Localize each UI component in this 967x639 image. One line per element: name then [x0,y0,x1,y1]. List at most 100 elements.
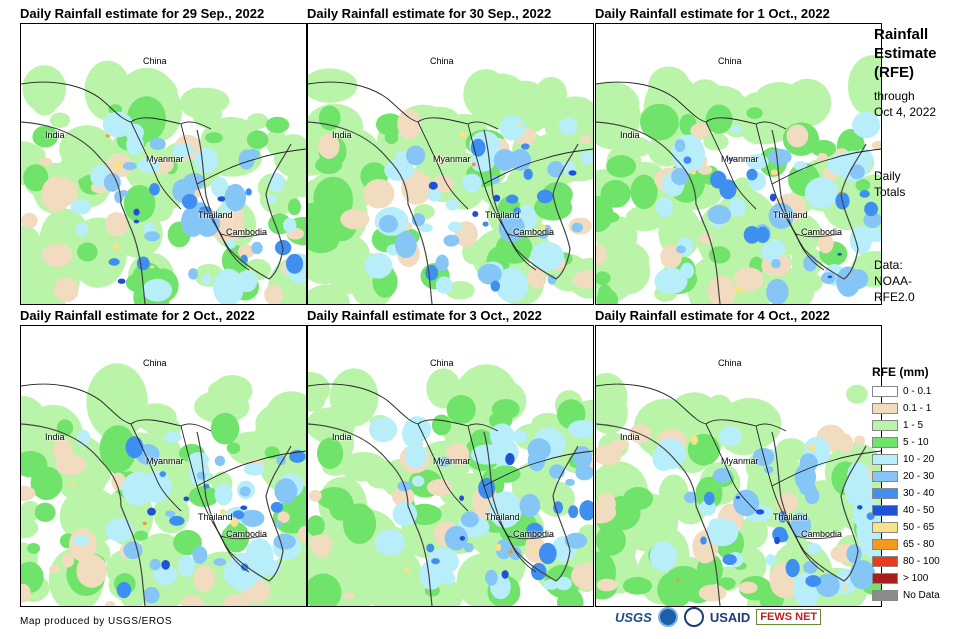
country-label-thailand: Thailand [485,210,520,220]
legend: RFE (mm) 0 - 0.1 0.1 - 1 1 - 5 5 - 10 10 - 2… [872,365,940,604]
map-frame: China India Myanmar Thailand Cambodia [20,23,307,305]
legend-item: 0 - 0.1 [872,383,940,400]
legend-title: RFE (mm) [872,365,929,379]
legend-label: 40 - 50 [903,505,935,516]
country-label-myanmar: Myanmar [433,154,471,164]
country-label-cambodia: Cambodia [226,529,268,539]
legend-swatch [872,539,898,550]
map-credit: Map produced by USGS/EROS [20,616,173,627]
map-panel-29-sep: Daily Rainfall estimate for 29 Sep., 202… [20,6,307,306]
legend-swatch [872,488,898,499]
legend-label: 30 - 40 [903,488,935,499]
country-label-india: India [332,432,352,442]
legend-swatch [872,505,898,516]
rainfall-map [21,363,306,606]
country-label-cambodia: Cambodia [513,529,555,539]
legend-item: 65 - 80 [872,536,940,553]
panel-title: Daily Rainfall estimate for 3 Oct., 2022 [307,308,542,323]
country-label-india: India [332,130,352,140]
legend-label: > 100 [903,573,929,584]
country-label-china: China [718,56,742,66]
legend-label: 65 - 80 [903,539,935,550]
daily-totals: Daily Totals [874,168,905,200]
legend-label: 0 - 0.1 [903,386,932,397]
legend-item: 50 - 65 [872,519,940,536]
legend-item: 40 - 50 [872,502,940,519]
panel-title: Daily Rainfall estimate for 2 Oct., 2022 [20,308,255,323]
legend-item: 10 - 20 [872,451,940,468]
map-frame: China India Myanmar Thailand Cambodia [595,325,882,607]
legend-swatch [872,454,898,465]
legend-swatch [872,420,898,431]
country-label-india: India [45,130,65,140]
country-label-thailand: Thailand [198,210,233,220]
map-panel-2-oct: Daily Rainfall estimate for 2 Oct., 2022… [20,308,307,608]
through-date: through Oct 4, 2022 [874,88,936,120]
country-label-thailand: Thailand [485,512,520,522]
data-source: Data: NOAA- RFE2.0 [874,257,915,305]
legend-item: > 100 [872,570,940,587]
legend-item: 5 - 10 [872,434,940,451]
country-label-india: India [620,130,640,140]
country-label-cambodia: Cambodia [226,227,268,237]
country-label-myanmar: Myanmar [146,154,184,164]
panel-title: Daily Rainfall estimate for 30 Sep., 202… [307,6,552,21]
through-value: Oct 4, 2022 [874,105,937,119]
map-panel-3-oct: Daily Rainfall estimate for 3 Oct., 2022… [307,308,594,608]
rainfall-map [308,364,593,606]
map-panel-1-oct: Daily Rainfall estimate for 1 Oct., 2022… [595,6,882,306]
country-label-cambodia: Cambodia [801,529,843,539]
data-line3: RFE2.0 [874,290,915,304]
daily-line1: Daily [874,169,901,183]
legend-label: 20 - 30 [903,471,935,482]
data-line2: NOAA- [874,274,913,288]
noaa-logo-icon [657,607,678,627]
usaid-logo-text: USAID [709,609,751,625]
legend-item: 20 - 30 [872,468,940,485]
legend-swatch [872,437,898,448]
legend-swatch [872,386,898,397]
country-label-myanmar: Myanmar [721,456,759,466]
rainfall-map [21,60,306,304]
usgs-logo-text: USGS [615,609,652,625]
legend-item: 30 - 40 [872,485,940,502]
panel-title: Daily Rainfall estimate for 1 Oct., 2022 [595,6,830,21]
country-label-myanmar: Myanmar [433,456,471,466]
map-panel-4-oct: Daily Rainfall estimate for 4 Oct., 2022… [595,308,882,608]
map-panel-30-sep: Daily Rainfall estimate for 30 Sep., 202… [307,6,594,306]
usaid-logo: USAID [710,610,750,625]
legend-swatch [872,590,898,601]
legend-swatch [872,556,898,567]
data-line1: Data: [874,258,903,272]
legend-item: 80 - 100 [872,553,940,570]
legend-label: 80 - 100 [903,556,940,567]
side-title-line3: (RFE) [874,64,914,81]
usaid-seal-icon [683,607,704,627]
legend-label: No Data [903,590,940,601]
usgs-logo: USGS [615,610,652,625]
panel-title: Daily Rainfall estimate for 29 Sep., 202… [20,6,265,21]
legend-label: 0.1 - 1 [903,403,932,414]
country-label-thailand: Thailand [773,512,808,522]
side-title: Rainfall Estimate (RFE) [874,25,937,82]
legend-swatch [872,522,898,533]
legend-label: 10 - 20 [903,454,935,465]
logo-strip: USGS USAID FEWS NET [615,607,822,627]
panel-title: Daily Rainfall estimate for 4 Oct., 2022 [595,308,830,323]
country-label-india: India [45,432,65,442]
legend-item: 0.1 - 1 [872,400,940,417]
map-frame: China India Myanmar Thailand Cambodia [595,23,882,305]
rainfall-map [596,55,881,304]
country-label-thailand: Thailand [198,512,233,522]
through-label: through [874,89,915,103]
side-title-line2: Estimate [874,45,937,62]
map-frame: China India Myanmar Thailand Cambodia [307,325,594,607]
country-label-india: India [620,432,640,442]
country-label-china: China [430,358,454,368]
fews-net-logo-text: FEWS NET [760,611,818,623]
country-label-china: China [143,56,167,66]
legend-item: No Data [872,587,940,604]
country-label-china: China [718,358,742,368]
legend-swatch [872,471,898,482]
legend-label: 1 - 5 [903,420,924,431]
